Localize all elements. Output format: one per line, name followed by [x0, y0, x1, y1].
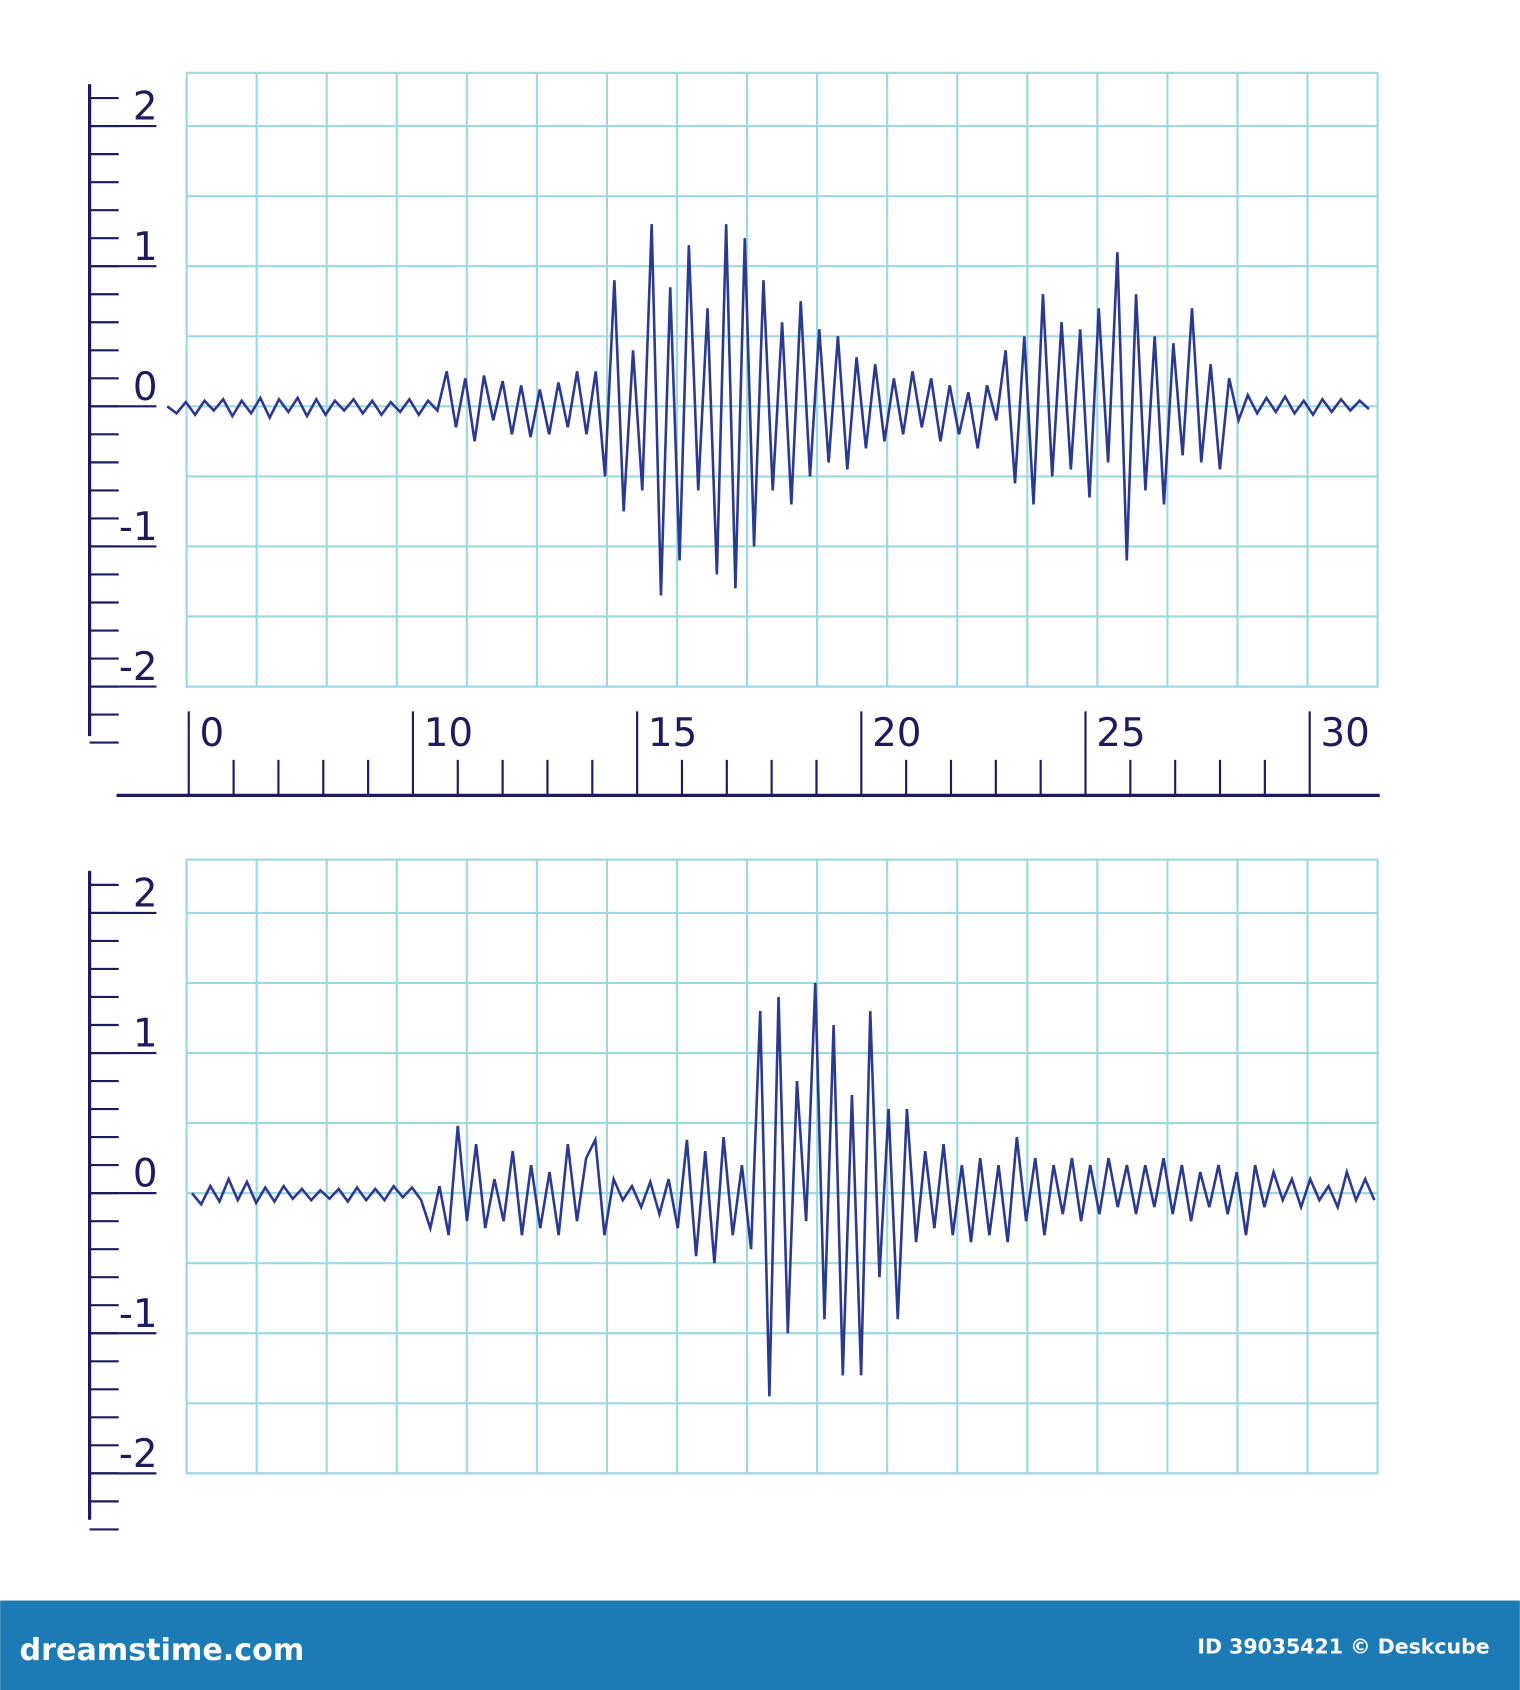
waveform [166, 224, 1370, 596]
y-tick-label: 2 [133, 85, 158, 130]
y-tick-label: 1 [133, 1012, 158, 1057]
x-tick-label: 0 [200, 711, 225, 756]
x-tick-label: 10 [424, 711, 473, 756]
x-tick-label: 15 [648, 711, 697, 756]
footer-bar [0, 1600, 1520, 1690]
y-tick-label: -2 [119, 645, 158, 690]
x-tick-label: 20 [872, 711, 921, 756]
waveform [190, 982, 1376, 1397]
footer-site: dreamstime.com [20, 1633, 305, 1668]
plot-frame [185, 71, 1379, 688]
y-tick-label: -1 [119, 505, 158, 550]
y-tick-label: -2 [119, 1432, 158, 1477]
y-tick-label: -1 [119, 1292, 158, 1337]
y-tick-label: 2 [133, 871, 158, 916]
footer-credit: ID 39035421 © Deskcube [1197, 1634, 1489, 1658]
y-tick-label: 0 [133, 365, 158, 410]
x-tick-label: 30 [1320, 711, 1369, 756]
x-tick-label: 25 [1096, 711, 1145, 756]
y-tick-label: 0 [133, 1152, 158, 1197]
y-tick-label: 1 [133, 225, 158, 270]
